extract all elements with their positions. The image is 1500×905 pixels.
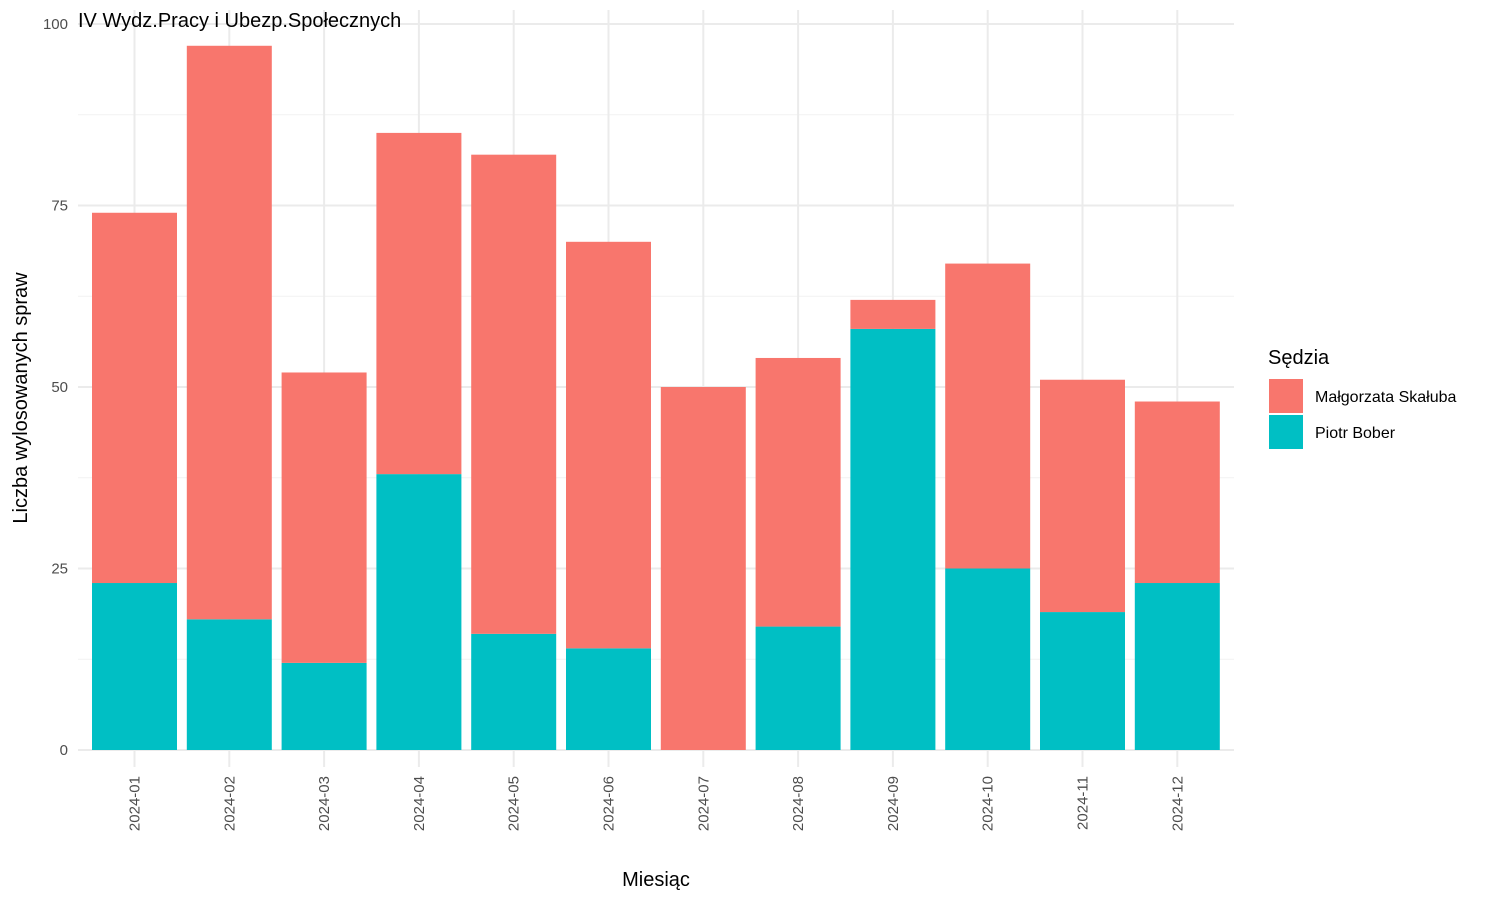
- legend-title: Sędzia: [1268, 347, 1330, 369]
- legend-items: Małgorzata Skałuba Piotr Bober: [1269, 379, 1457, 449]
- bar-segment: [755, 626, 841, 750]
- x-tick-label: 2024-07: [695, 776, 712, 831]
- chart-title: IV Wydz.Pracy i Ubezp.Społecznych: [78, 10, 401, 32]
- bar-segment: [376, 132, 462, 475]
- x-tick-label: 2024-10: [980, 776, 997, 831]
- legend-swatch: [1269, 415, 1303, 449]
- y-tick-label: 50: [51, 379, 68, 396]
- y-tick-label: 25: [51, 561, 68, 578]
- bar-segment: [850, 299, 936, 329]
- bar-segment: [850, 328, 936, 750]
- x-axis-title: Miesiąc: [622, 869, 690, 891]
- bar-segment: [92, 583, 177, 750]
- bar-segment: [755, 357, 841, 627]
- x-tick-label: 2024-03: [316, 776, 333, 831]
- legend-label: Małgorzata Skałuba: [1315, 389, 1457, 406]
- y-tick-label: 75: [51, 198, 68, 215]
- x-tick-label: 2024-01: [127, 776, 144, 831]
- bar-segment: [281, 372, 367, 663]
- bar-segment: [1040, 612, 1125, 750]
- y-tick-label: 0: [60, 742, 68, 759]
- bars: [92, 45, 1220, 750]
- x-tick-label: 2024-11: [1075, 776, 1092, 830]
- bar-segment: [186, 619, 272, 750]
- legend: Sędzia Małgorzata Skałuba Piotr Bober: [1268, 347, 1457, 449]
- x-tick-label: 2024-05: [506, 776, 523, 831]
- bar-segment: [1040, 379, 1125, 613]
- bar-segment: [92, 212, 177, 584]
- x-tick-label: 2024-12: [1169, 776, 1186, 831]
- y-axis-title: Liczba wylosowanych spraw: [10, 272, 32, 524]
- bar-segment: [471, 154, 557, 634]
- bar-segment: [566, 648, 651, 750]
- x-tick-label: 2024-08: [790, 776, 807, 831]
- x-tick-label: 2024-04: [411, 776, 428, 831]
- x-tick-label: 2024-02: [221, 776, 238, 831]
- bar-segment: [281, 662, 367, 750]
- bar-segment: [660, 387, 746, 750]
- x-tick-label: 2024-09: [885, 776, 902, 831]
- bar-segment: [945, 263, 1031, 569]
- bar-segment: [1134, 401, 1220, 584]
- bar-segment: [376, 474, 462, 750]
- bar-segment: [1134, 583, 1220, 750]
- bar-segment: [945, 568, 1031, 750]
- x-axis-ticks: 2024-01 2024-02 2024-03 2024-04 2024-05 2024-…: [127, 776, 1187, 831]
- bar-segment: [186, 45, 272, 620]
- x-tick-label: 2024-06: [601, 776, 618, 831]
- legend-swatch: [1269, 379, 1303, 413]
- bar-segment: [566, 241, 651, 649]
- y-axis-ticks: 0 25 50 75 100: [43, 16, 68, 759]
- y-tick-label: 100: [43, 16, 68, 33]
- legend-label: Piotr Bober: [1315, 425, 1396, 442]
- bar-segment: [471, 633, 557, 750]
